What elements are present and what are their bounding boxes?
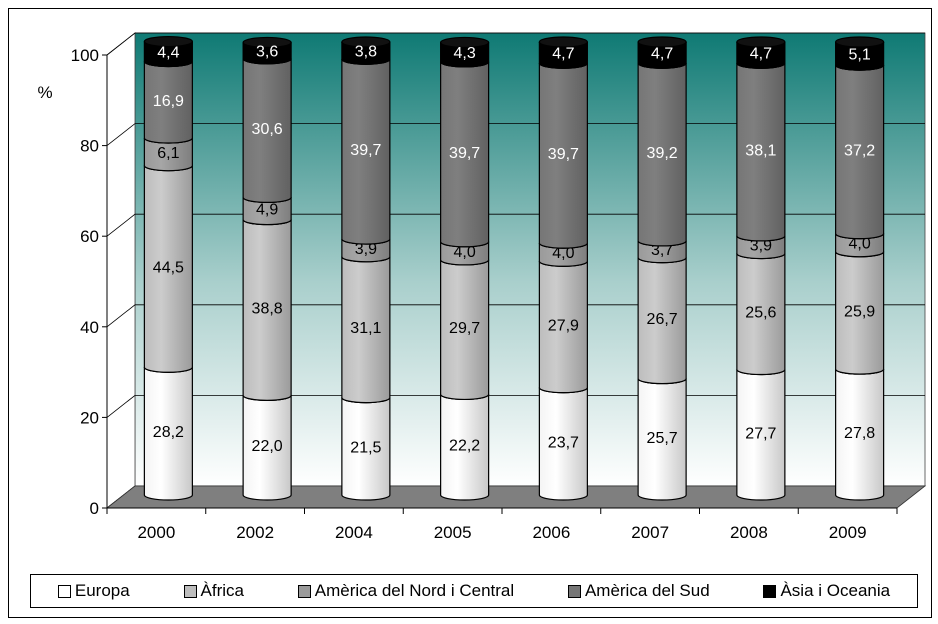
- data-label: 3,7: [651, 242, 673, 259]
- legend-label: Àfrica: [200, 581, 244, 600]
- data-label: 25,9: [844, 303, 875, 320]
- data-label: 28,2: [153, 424, 184, 441]
- x-tick-label: 2006: [532, 523, 570, 542]
- legend-item: Àsia i Oceania: [763, 581, 890, 601]
- data-label: 39,7: [548, 146, 579, 163]
- legend-label: Amèrica del Sud: [584, 581, 710, 600]
- bar-stack-2000: 28,2 44,5 6,1 16,9 4,4: [143, 35, 193, 501]
- legend-swatch: [57, 584, 71, 598]
- x-tick-label: 2005: [434, 523, 472, 542]
- legend-swatch: [567, 584, 581, 598]
- bar-top-cap: [835, 36, 885, 48]
- legend-item: Amèrica del Nord i Central: [297, 581, 515, 601]
- data-label: 44,5: [153, 259, 184, 276]
- data-label: 3,6: [256, 44, 278, 61]
- x-tick-label: 2009: [829, 523, 867, 542]
- bar-stack-2009: 27,8 25,9 4,0 37,2 5,1: [835, 36, 885, 501]
- data-label: 22,2: [449, 438, 480, 455]
- data-label: 22,0: [252, 438, 283, 455]
- legend-label: Europa: [74, 581, 130, 600]
- data-label: 23,7: [548, 434, 579, 451]
- legend-item: Àfrica: [183, 581, 244, 601]
- data-label: 38,8: [252, 300, 283, 317]
- data-label: 5,1: [849, 47, 871, 64]
- data-label: 27,8: [844, 425, 875, 442]
- data-label: 27,9: [548, 317, 579, 334]
- x-tick-label: 2004: [335, 523, 373, 542]
- data-label: 4,0: [454, 244, 476, 261]
- data-label: 37,2: [844, 142, 875, 159]
- x-tick-label: 2000: [137, 523, 175, 542]
- bar-stack-2005: 22,2 29,7 4,0 39,7 4,3: [440, 36, 490, 501]
- y-tick-label: 0: [90, 499, 99, 518]
- legend-swatch: [763, 584, 777, 598]
- legend-label: Amèrica del Nord i Central: [314, 581, 515, 600]
- legend-item: Amèrica del Sud: [567, 581, 710, 601]
- data-label: 25,7: [647, 430, 678, 447]
- y-axis-label: %: [37, 83, 52, 102]
- data-label: 31,1: [350, 320, 381, 337]
- data-label: 3,8: [355, 44, 377, 61]
- data-label: 30,6: [252, 121, 283, 138]
- bar-top-cap: [143, 35, 193, 48]
- data-label: 26,7: [647, 311, 678, 328]
- bar-stack-2008: 27,7 25,6 3,9 38,1 4,7: [736, 36, 786, 501]
- data-label: 4,0: [849, 236, 871, 253]
- bar-top-cap: [736, 36, 786, 48]
- data-label: 38,1: [745, 143, 776, 160]
- data-label: 4,4: [157, 45, 179, 62]
- data-label: 39,7: [350, 142, 381, 159]
- data-label: 4,9: [256, 201, 278, 218]
- plot-side-wall: [106, 32, 136, 509]
- y-tick-label: 20: [80, 408, 99, 427]
- x-tick-label: 2007: [631, 523, 669, 542]
- y-tick-label: 100: [71, 46, 99, 65]
- data-label: 4,7: [750, 46, 772, 63]
- data-label: 16,9: [153, 93, 184, 110]
- data-label: 4,7: [651, 46, 673, 63]
- bar-top-cap: [242, 36, 292, 49]
- bar-stack-2007: 25,7 26,7 3,7 39,2 4,7: [637, 36, 687, 501]
- y-tick-label: 60: [80, 227, 99, 246]
- bar-top-cap: [341, 36, 391, 48]
- bar-top-cap: [538, 36, 588, 48]
- bar-top-cap: [637, 36, 687, 48]
- bar-stack-2002: 22,0 38,8 4,9 30,6 3,6: [242, 36, 292, 501]
- y-tick-label: 40: [80, 318, 99, 337]
- y-tick-label: 80: [80, 137, 99, 156]
- x-tick-label: 2008: [730, 523, 768, 542]
- bar-stack-2006: 23,7 27,9 4,0 39,7 4,7: [538, 36, 588, 501]
- bar-stack-2004: 21,5 31,1 3,9 39,7 3,8: [341, 36, 391, 501]
- data-label: 39,2: [647, 145, 678, 162]
- data-label: 25,6: [745, 305, 776, 322]
- bar-top-cap: [440, 36, 490, 49]
- data-label: 27,7: [745, 425, 776, 442]
- data-label: 3,9: [750, 238, 772, 255]
- data-label: 6,1: [157, 145, 179, 162]
- data-label: 4,0: [552, 245, 574, 262]
- x-tick-label: 2002: [236, 523, 274, 542]
- gridline: [106, 32, 925, 56]
- data-label: 21,5: [350, 439, 381, 456]
- data-label: 4,3: [454, 45, 476, 62]
- legend-swatch: [183, 584, 197, 598]
- data-label: 29,7: [449, 320, 480, 337]
- legend-item: Europa: [57, 581, 130, 601]
- legend-label: Àsia i Oceania: [780, 581, 891, 600]
- plot-floor: [105, 485, 927, 509]
- legend-swatch: [297, 584, 311, 598]
- data-label: 4,7: [552, 46, 574, 63]
- data-label: 3,9: [355, 241, 377, 258]
- data-label: 39,7: [449, 145, 480, 162]
- chart-legend: Europa Àfrica Amèrica del Nord i Central Am…: [30, 574, 918, 608]
